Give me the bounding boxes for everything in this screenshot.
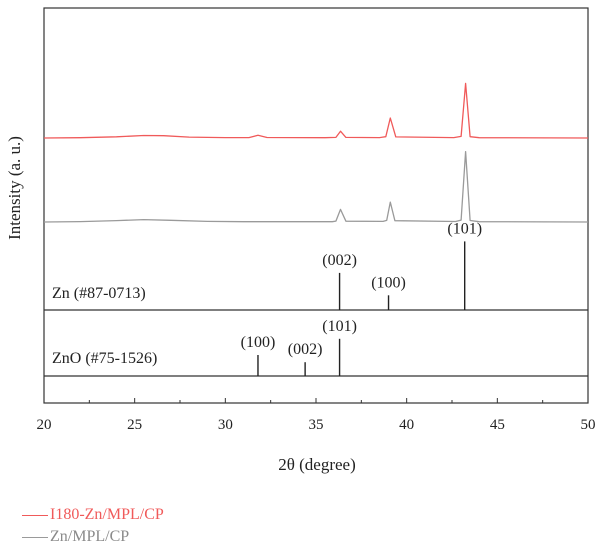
legend-item-1: Zn/MPL/CP xyxy=(22,526,164,548)
ref-peak-label-1-2: (101) xyxy=(322,318,357,335)
legend-swatch-0 xyxy=(22,514,48,516)
x-tick-label-4: 40 xyxy=(399,417,414,433)
legend-item-0: I180-Zn/MPL/CP xyxy=(22,504,164,526)
x-axis-title: 2θ (degree) xyxy=(278,455,356,474)
series-line-0 xyxy=(43,82,589,139)
ref-pattern-label-1: ZnO (#75-1526) xyxy=(52,350,157,367)
x-tick-label-3: 35 xyxy=(309,417,324,433)
x-tick-label-6: 50 xyxy=(581,417,596,433)
x-tick-label-2: 30 xyxy=(218,417,233,433)
ref-pattern-label-0: Zn (#87-0713) xyxy=(52,285,146,302)
x-tick-label-1: 25 xyxy=(127,417,142,433)
ref-peak-label-0-0: (002) xyxy=(322,252,357,269)
ref-peak-label-1-0: (100) xyxy=(241,334,276,351)
x-tick-label-0: 20 xyxy=(37,417,52,433)
ref-peak-label-0-1: (100) xyxy=(371,274,406,291)
legend-label-0: I180-Zn/MPL/CP xyxy=(50,506,164,523)
legend-swatch-1 xyxy=(22,536,48,538)
legend: I180-Zn/MPL/CP Zn/MPL/CP xyxy=(22,504,164,548)
ref-peak-label-1-1: (002) xyxy=(288,341,323,358)
xrd-chart: 20 25 30 35 40 45 50 Zn (#87-0713) (002) (100) (10… xyxy=(5,7,596,474)
series-line-1 xyxy=(43,150,589,223)
legend-label-1: Zn/MPL/CP xyxy=(50,528,130,545)
x-tick-label-5: 45 xyxy=(490,417,505,433)
y-axis-title: Intensity (a. u.) xyxy=(5,136,24,240)
ref-peak-label-0-2: (101) xyxy=(447,220,482,237)
